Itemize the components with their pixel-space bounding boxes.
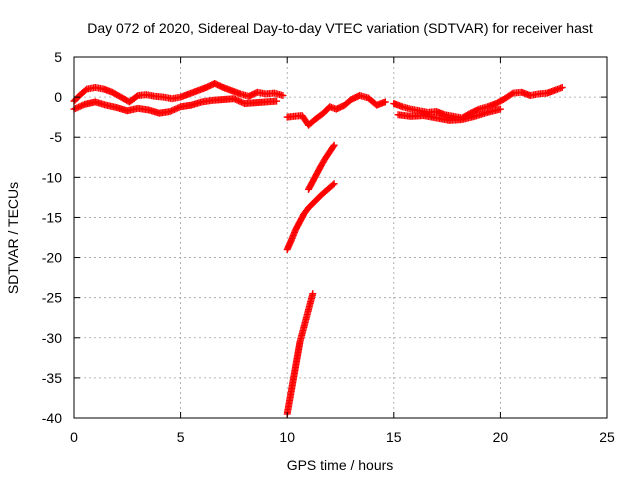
data-point: [309, 290, 317, 298]
points-layer: [70, 79, 566, 418]
x-tick-label: 15: [386, 429, 402, 445]
y-tick-label: -25: [42, 290, 62, 306]
x-tick-label: 20: [493, 429, 509, 445]
y-tick-label: -40: [42, 410, 62, 426]
grid-layer: [74, 57, 607, 418]
data-point: [329, 143, 337, 151]
data-point: [496, 105, 504, 113]
data-point: [558, 83, 566, 91]
x-tick-label: 5: [177, 429, 185, 445]
chart-title: Day 072 of 2020, Sidereal Day-to-day VTE…: [87, 20, 593, 36]
y-tick-label: -15: [42, 209, 62, 225]
y-tick-label: 0: [54, 89, 62, 105]
x-axis-label: GPS time / hours: [287, 457, 394, 473]
x-tick-label: 10: [279, 429, 295, 445]
y-tick-label: -10: [42, 169, 62, 185]
y-tick-label: -30: [42, 330, 62, 346]
plot-frame: [73, 56, 608, 419]
data-point: [329, 181, 337, 189]
x-tick-label: 0: [70, 429, 78, 445]
y-axis-label: SDTVAR / TECUs: [5, 182, 21, 294]
y-tick-label: -5: [50, 129, 63, 145]
y-tick-label: -35: [42, 370, 62, 386]
data-point: [279, 92, 287, 100]
data-point: [381, 98, 389, 106]
y-tick-label: -20: [42, 250, 62, 266]
data-point: [508, 90, 516, 98]
y-tick-label: 5: [54, 49, 62, 65]
ticks-layer: [73, 56, 608, 419]
x-tick-label: 25: [599, 429, 615, 445]
data-point: [273, 97, 281, 105]
data-point: [330, 180, 338, 188]
data-point: [330, 141, 338, 149]
tick-labels-layer: 0 5 10 15 20 25 5 0 -5 -10 -15 -20 -25 -30 -35 -40: [42, 49, 615, 445]
